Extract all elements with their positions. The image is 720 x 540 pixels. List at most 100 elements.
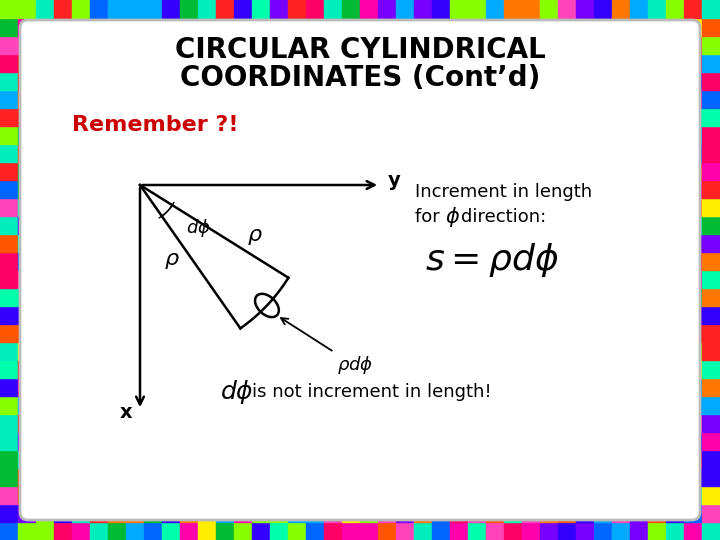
Bar <box>468 18 486 36</box>
Bar <box>486 0 504 18</box>
Bar <box>558 18 576 36</box>
Bar <box>684 126 702 144</box>
Bar <box>0 216 18 234</box>
Text: $s = \rho d\phi$: $s = \rho d\phi$ <box>425 241 559 279</box>
Text: Increment in length: Increment in length <box>415 183 592 201</box>
Bar <box>0 54 18 72</box>
Bar <box>702 72 720 90</box>
Bar <box>702 162 720 180</box>
Bar <box>684 144 702 162</box>
Bar <box>702 234 720 252</box>
Bar <box>702 36 720 54</box>
Bar <box>396 522 414 540</box>
Bar <box>702 216 720 234</box>
Bar <box>594 504 612 522</box>
Bar <box>666 504 684 522</box>
Bar <box>162 522 180 540</box>
Bar <box>702 522 720 540</box>
Text: CIRCULAR CYLINDRICAL: CIRCULAR CYLINDRICAL <box>175 36 545 64</box>
Bar <box>288 504 306 522</box>
Bar <box>180 18 198 36</box>
Bar <box>702 180 720 198</box>
Bar <box>342 18 360 36</box>
Bar <box>414 18 432 36</box>
Text: x: x <box>120 403 132 422</box>
Bar <box>702 468 720 486</box>
Bar <box>648 504 666 522</box>
Bar <box>576 522 594 540</box>
Bar <box>666 18 684 36</box>
Bar <box>702 360 720 378</box>
Bar <box>684 270 702 288</box>
Bar <box>0 522 18 540</box>
Bar <box>18 180 36 198</box>
Bar <box>216 0 234 18</box>
Bar <box>36 522 54 540</box>
Bar <box>324 522 342 540</box>
Bar <box>342 0 360 18</box>
Bar <box>594 522 612 540</box>
Bar <box>0 72 18 90</box>
Text: $\rho$: $\rho$ <box>246 227 262 247</box>
Bar <box>702 504 720 522</box>
Bar <box>702 432 720 450</box>
Bar <box>18 432 36 450</box>
Bar <box>90 18 108 36</box>
Bar <box>252 18 270 36</box>
Bar <box>18 288 36 306</box>
Text: $\rho d\phi$: $\rho d\phi$ <box>281 318 373 376</box>
Bar <box>54 522 72 540</box>
Bar <box>108 18 126 36</box>
Bar <box>684 324 702 342</box>
Bar <box>702 414 720 432</box>
Bar <box>702 324 720 342</box>
Bar <box>0 162 18 180</box>
FancyBboxPatch shape <box>20 20 700 520</box>
Bar <box>522 522 540 540</box>
Bar <box>450 18 468 36</box>
Bar <box>288 0 306 18</box>
Bar <box>540 522 558 540</box>
Text: is not increment in length!: is not increment in length! <box>252 383 492 401</box>
Bar <box>234 0 252 18</box>
Bar <box>702 144 720 162</box>
Bar <box>216 522 234 540</box>
Bar <box>684 288 702 306</box>
Bar <box>504 0 522 18</box>
Bar <box>486 522 504 540</box>
Bar <box>702 90 720 108</box>
Bar <box>378 18 396 36</box>
Bar <box>18 126 36 144</box>
Bar <box>684 378 702 396</box>
Bar <box>18 216 36 234</box>
Bar <box>342 504 360 522</box>
Bar <box>702 0 720 18</box>
Bar <box>0 288 18 306</box>
Bar <box>0 486 18 504</box>
Bar <box>270 0 288 18</box>
Bar <box>18 396 36 414</box>
Bar <box>378 0 396 18</box>
Bar <box>198 0 216 18</box>
Bar <box>684 432 702 450</box>
Bar <box>144 504 162 522</box>
Bar <box>72 0 90 18</box>
Bar <box>90 504 108 522</box>
Bar <box>702 450 720 468</box>
Bar <box>684 252 702 270</box>
Bar <box>378 504 396 522</box>
Bar <box>0 378 18 396</box>
Bar <box>702 396 720 414</box>
Bar <box>684 216 702 234</box>
Bar <box>558 504 576 522</box>
Bar <box>54 504 72 522</box>
Bar <box>126 18 144 36</box>
Bar <box>414 522 432 540</box>
Bar <box>684 90 702 108</box>
Bar <box>252 522 270 540</box>
Bar <box>36 18 54 36</box>
Bar <box>378 522 396 540</box>
Bar <box>612 522 630 540</box>
Bar <box>684 72 702 90</box>
Bar <box>702 108 720 126</box>
